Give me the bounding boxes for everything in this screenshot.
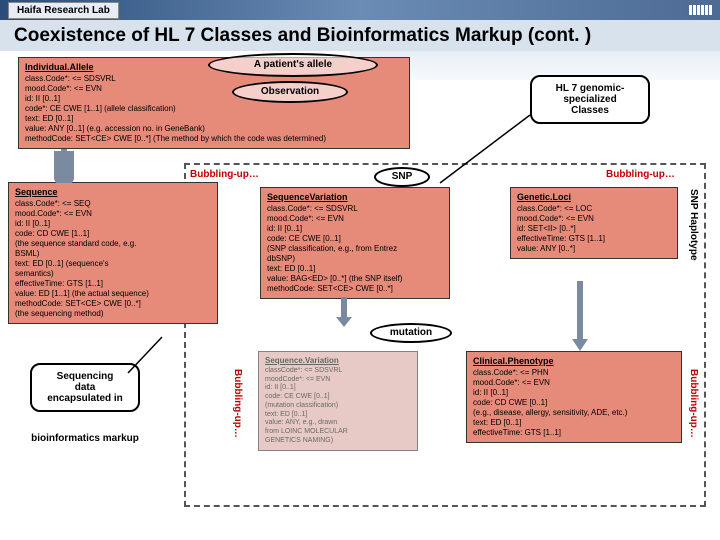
callout-pointer-seq (120, 331, 170, 381)
box-line: mood.Code*: <= EVN (473, 378, 675, 388)
box-line: code: CE CWE [0..1] (267, 234, 443, 244)
box-line: value: ANY [0..*] (517, 244, 671, 254)
box-line: value: ED [1..1] (the actual sequence) (15, 289, 211, 299)
box-line: text: ED [0..1] (sequence's (15, 259, 211, 269)
box-line: (the sequence standard code, e.g. (15, 239, 211, 249)
box-line: mood.Code*: <= EVN (517, 214, 671, 224)
box-genetic-loci: Genetic.Loci class.Code*: <= LOC mood.Co… (510, 187, 678, 259)
box-header: Sequence (15, 187, 211, 198)
box-line: class.Code*: <= LOC (517, 204, 671, 214)
box-line: effectiveTime: GTS [1..1] (473, 428, 675, 438)
box-line: id: SET<II> [0..*] (517, 224, 671, 234)
box-header: Genetic.Loci (517, 192, 671, 203)
box-header: Sequence.Variation (265, 356, 411, 366)
box-clinical-phenotype: Clinical.Phenotype class.Code*: <= PHN m… (466, 351, 682, 443)
box-line: id: II [0..1] (25, 94, 403, 104)
box-line: (mutation classification) (265, 402, 411, 411)
box-line: id: II [0..1] (267, 224, 443, 234)
box-seqvar2: Sequence.Variation classCode*: <= SDSVRL… (258, 351, 418, 451)
callout-pointer (430, 111, 540, 191)
box-line: text: ED [0..1] (265, 411, 411, 420)
callout-markup: bioinformatics markup (30, 433, 140, 444)
box-line: text: ED [0..1] (25, 114, 403, 124)
box-line: semantics) (15, 269, 211, 279)
lab-name: Haifa Research Lab (8, 2, 119, 19)
box-line: methodCode: SET<CE> CWE [0..*] (The meth… (25, 134, 403, 144)
box-line: code: CD CWE [1..1] (15, 229, 211, 239)
box-line: methodCode: SET<CE> CWE [0..*] (267, 284, 443, 294)
arrow-down-right (570, 279, 590, 351)
box-line: (the sequencing method) (15, 309, 211, 319)
oval-allele: A patient's allele (208, 53, 378, 77)
box-line: (e.g., disease, allergy, sensitivity, AD… (473, 408, 675, 418)
box-line: class.Code*: <= PHN (473, 368, 675, 378)
box-line: classCode*: <= SDSVRL (265, 367, 411, 376)
box-line: BSML) (15, 249, 211, 259)
box-line: class.Code*: <= SDSVRL (25, 74, 403, 84)
oval-observation: Observation (232, 81, 348, 103)
box-line: id: II [0..1] (473, 388, 675, 398)
box-line: id: II [0..1] (15, 219, 211, 229)
box-line: code: CD CWE [0..1] (473, 398, 675, 408)
slide-title: Coexistence of HL 7 Classes and Bioinfor… (0, 20, 720, 51)
box-seqvar: SequenceVariation class.Code*: <= SDSVRL… (260, 187, 450, 299)
box-line: id: II [0..1] (265, 384, 411, 393)
diagram-canvas: Individual.Allele class.Code*: <= SDSVRL… (0, 51, 720, 511)
box-line: effectiveTime: GTS [1..1] (517, 234, 671, 244)
box-sequence: Sequence class.Code*: <= SEQ mood.Code*:… (8, 182, 218, 324)
box-line: value: ANY [0..1] (e.g. accession no. in… (25, 124, 403, 134)
box-line: methodCode: SET<CE> CWE [0..*] (15, 299, 211, 309)
box-line: class.Code*: <= SDSVRL (267, 204, 443, 214)
box-line: moodCode*: <= EVN (265, 376, 411, 385)
box-line: code*: CE CWE [1..1] (allele classificat… (25, 104, 403, 114)
header-bar: Haifa Research Lab (0, 0, 720, 20)
box-line: text: ED [0..1] (473, 418, 675, 428)
box-line: value: BAG<ED> [0..*] (the SNP itself) (267, 274, 443, 284)
box-line: effectiveTime: GTS [1..1] (15, 279, 211, 289)
box-line: text: ED [0..1] (267, 264, 443, 274)
box-line: mood.Code*: <= EVN (267, 214, 443, 224)
box-line: dbSNP) (267, 254, 443, 264)
box-line: mood.Code*: <= EVN (15, 209, 211, 219)
arrow-down-mid (334, 295, 354, 327)
box-header: Clinical.Phenotype (473, 356, 675, 367)
box-line: value: ANY, e.g., drawn (265, 419, 411, 428)
ibm-logo (689, 5, 712, 15)
box-line: class.Code*: <= SEQ (15, 199, 211, 209)
box-line: from LOINC MOLECULAR (265, 428, 411, 437)
box-line: GENETICS NAMING) (265, 437, 411, 446)
arrow-down-left (54, 147, 74, 183)
box-line: (SNP classification, e.g., from Entrez (267, 244, 443, 254)
box-header: SequenceVariation (267, 192, 443, 203)
box-line: code: CE CWE [0..1] (265, 393, 411, 402)
callout-hl7: HL 7 genomic- specialized Classes (530, 75, 650, 124)
